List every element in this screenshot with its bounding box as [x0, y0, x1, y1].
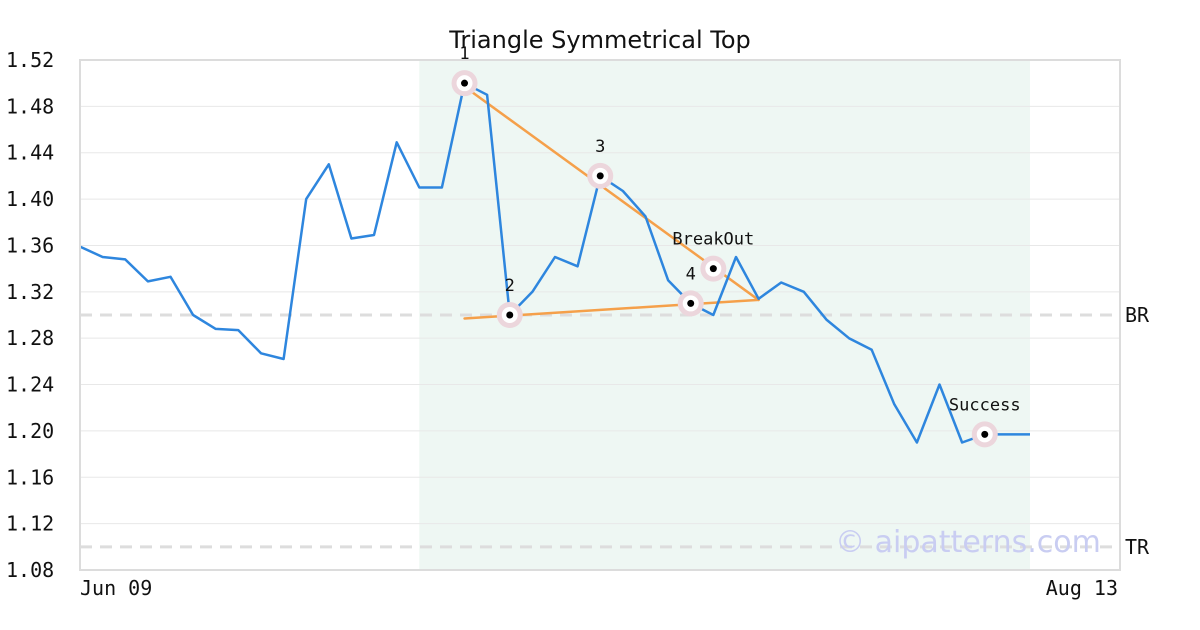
y-tick-label: 1.44: [6, 141, 54, 165]
marker-label: Success: [949, 395, 1021, 415]
y-tick-label: 1.16: [6, 465, 54, 489]
chart-title: Triangle Symmetrical Top: [448, 26, 751, 54]
marker-dot: [981, 430, 989, 438]
plot-frame: [79, 59, 1121, 571]
y-tick-label: 1.36: [6, 233, 54, 257]
marker-dot: [506, 311, 514, 319]
y-tick-label: 1.52: [6, 48, 54, 72]
y-tick-label: 1.32: [6, 280, 54, 304]
reference-label: TR: [1125, 535, 1150, 559]
y-tick-label: 1.24: [6, 373, 54, 397]
marker-dot: [461, 79, 469, 87]
reference-lines: BR TR: [80, 303, 1150, 559]
price-series: [79, 81, 1030, 444]
marker-dot: [709, 265, 717, 273]
price-line: [79, 81, 1030, 444]
marker-label: 2: [505, 276, 515, 296]
y-tick-label: 1.12: [6, 512, 54, 536]
y-tick-label: 1.20: [6, 419, 54, 443]
y-tick-label: 1.28: [6, 326, 54, 350]
axes: 1.52 1.48 1.44 1.40 1.36 1.32 1.28 1.24 1.20 1.16…: [6, 48, 1121, 600]
marker-dot: [687, 299, 695, 307]
marker-label: BreakOut: [672, 230, 754, 250]
y-tick-label: 1.40: [6, 187, 54, 211]
x-tick-label: Aug 13: [1046, 576, 1118, 600]
watermark: © aipatterns.com: [835, 525, 1101, 560]
marker-label: 3: [595, 137, 605, 157]
reference-label: BR: [1125, 303, 1150, 327]
marker-dot: [596, 172, 604, 180]
x-tick-label: Jun 09: [80, 576, 152, 600]
pivot-markers: 1 2 3 4 BreakOut Success: [451, 44, 1021, 448]
marker-label: 4: [686, 264, 696, 284]
y-tick-label: 1.08: [6, 558, 54, 582]
marker-label: 1: [459, 44, 469, 64]
y-tick-label: 1.48: [6, 94, 54, 118]
